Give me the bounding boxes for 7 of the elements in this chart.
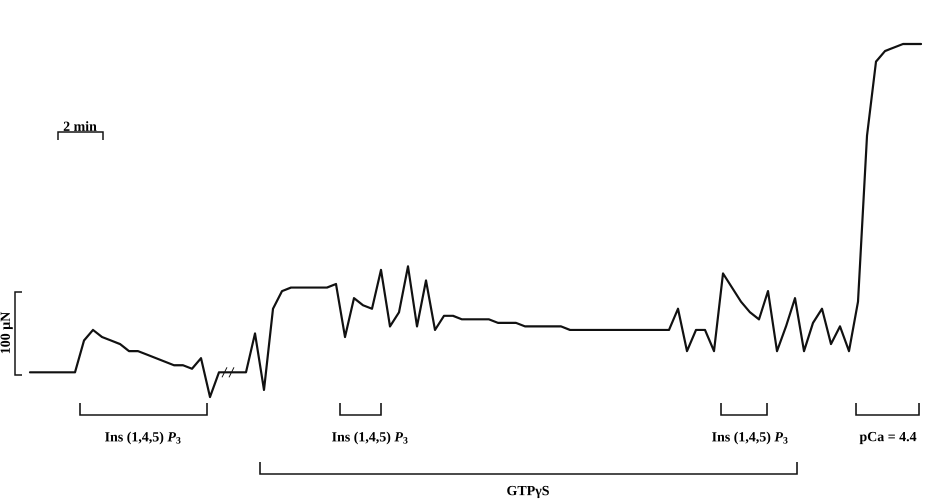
text: GTPγS [507,486,549,498]
text: pCa = 4.4 [860,432,916,444]
text: Ins (1,4,5) P$_{3}$ [332,432,408,444]
annotation: 2 min [64,121,97,131]
text: 100 µN [0,312,13,354]
text: Ins (1,4,5) P$_{3}$ [105,432,181,444]
text: Ins (1,4,5) P$_{3}$ [712,432,788,444]
